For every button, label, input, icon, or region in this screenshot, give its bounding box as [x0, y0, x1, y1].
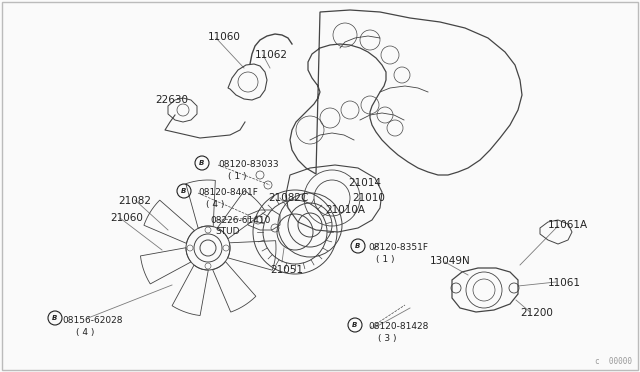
Text: 21051: 21051 [270, 265, 303, 275]
Text: 11061A: 11061A [548, 220, 588, 230]
Text: B: B [199, 160, 205, 166]
Text: B: B [355, 243, 361, 249]
Text: B: B [52, 315, 58, 321]
Text: 22630: 22630 [155, 95, 188, 105]
Text: 08156-62028: 08156-62028 [62, 316, 122, 325]
Text: B: B [181, 188, 187, 194]
Text: STUD: STUD [215, 227, 239, 236]
Text: 21082C: 21082C [268, 193, 308, 203]
Text: 21010: 21010 [352, 193, 385, 203]
Text: 08120-8401F: 08120-8401F [198, 188, 258, 197]
Text: 21010A: 21010A [325, 205, 365, 215]
Text: ( 1 ): ( 1 ) [376, 255, 394, 264]
Text: 11060: 11060 [208, 32, 241, 42]
Text: 08120-8351F: 08120-8351F [368, 243, 428, 252]
Text: 13049N: 13049N [430, 256, 471, 266]
Text: 08120-83033: 08120-83033 [218, 160, 278, 169]
Text: ( 1 ): ( 1 ) [228, 172, 246, 181]
Text: ( 3 ): ( 3 ) [378, 334, 397, 343]
Text: 21200: 21200 [520, 308, 553, 318]
Text: ( 4 ): ( 4 ) [206, 200, 225, 209]
Text: 11061: 11061 [548, 278, 581, 288]
Text: c  00000: c 00000 [595, 357, 632, 366]
Text: 21082: 21082 [118, 196, 151, 206]
Text: ( 4 ): ( 4 ) [76, 328, 94, 337]
Text: 21014: 21014 [348, 178, 381, 188]
Text: 21060: 21060 [110, 213, 143, 223]
Text: 08120-81428: 08120-81428 [368, 322, 428, 331]
Text: 08226-61410: 08226-61410 [210, 216, 270, 225]
Text: B: B [352, 322, 358, 328]
Text: 11062: 11062 [255, 50, 288, 60]
